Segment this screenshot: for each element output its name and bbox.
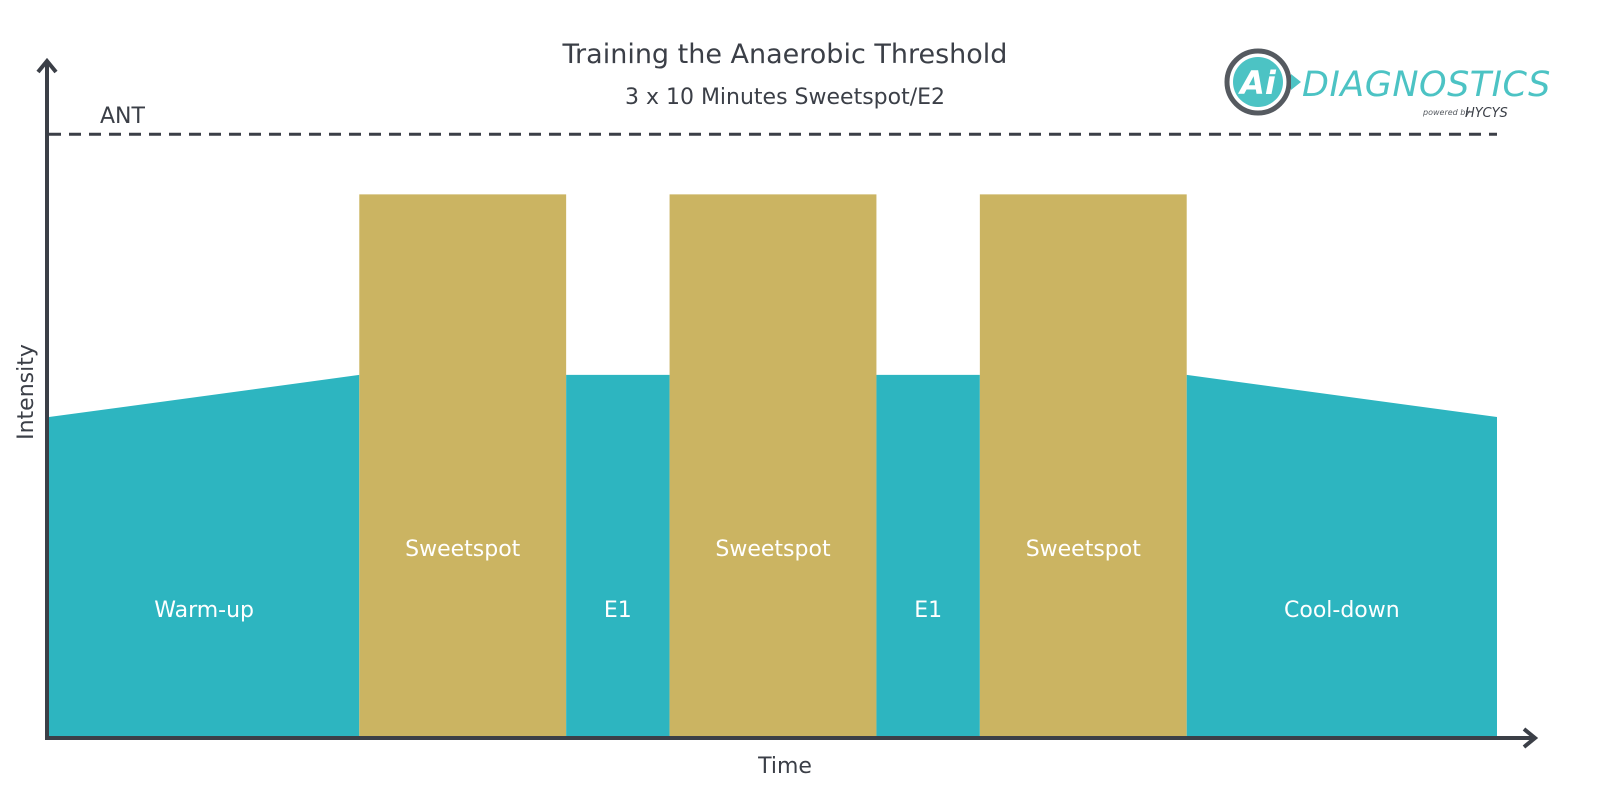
chart-title: Training the Anaerobic Threshold [562, 39, 1008, 70]
segment-base-7 [1186, 374, 1497, 736]
logo-pointer-icon [1291, 74, 1301, 90]
segment-label-3: E1 [604, 598, 632, 623]
segment-base-5 [876, 374, 980, 736]
y-axis-label: Intensity [14, 344, 39, 440]
y-axis [36, 57, 58, 738]
x-axis [45, 727, 1539, 749]
segment-sweetspot-2 [359, 194, 567, 737]
ant-threshold-label: ANT [100, 104, 146, 129]
chart-subtitle: 3 x 10 Minutes Sweetspot/E2 [625, 85, 945, 110]
segment-label-6: Sweetspot [1026, 537, 1142, 562]
segment-base-1 [49, 374, 360, 736]
logo-mark: Ai [1237, 64, 1277, 102]
segment-label-1: Warm-up [154, 598, 254, 623]
segment-sweetspot-6 [979, 194, 1187, 737]
segment-label-2: Sweetspot [405, 537, 521, 562]
logo-disc-icon [1233, 57, 1283, 107]
x-axis-arrow-icon [1522, 727, 1539, 749]
segment-label-5: E1 [914, 598, 942, 623]
logo-powered-by: powered by [1422, 108, 1470, 117]
segment-base-3 [566, 374, 670, 736]
ai-diagnostics-logo: Ai DIAGNOSTICS powered by HYCYS [1224, 48, 1551, 121]
segments-layer [49, 194, 1497, 737]
segment-label-4: Sweetspot [715, 537, 831, 562]
y-axis-arrow-icon [36, 57, 58, 74]
logo-wordmark: DIAGNOSTICS [1302, 65, 1551, 105]
x-axis-label: Time [757, 754, 812, 779]
segment-labels-layer: Warm-up Sweetspot E1 Sweetspot E1 Sweetspot Co… [154, 537, 1399, 623]
logo-ring-icon [1224, 48, 1292, 116]
logo-brand: HYCYS [1465, 106, 1508, 121]
segment-sweetspot-4 [669, 194, 877, 737]
segment-label-7: Cool-down [1284, 598, 1400, 623]
